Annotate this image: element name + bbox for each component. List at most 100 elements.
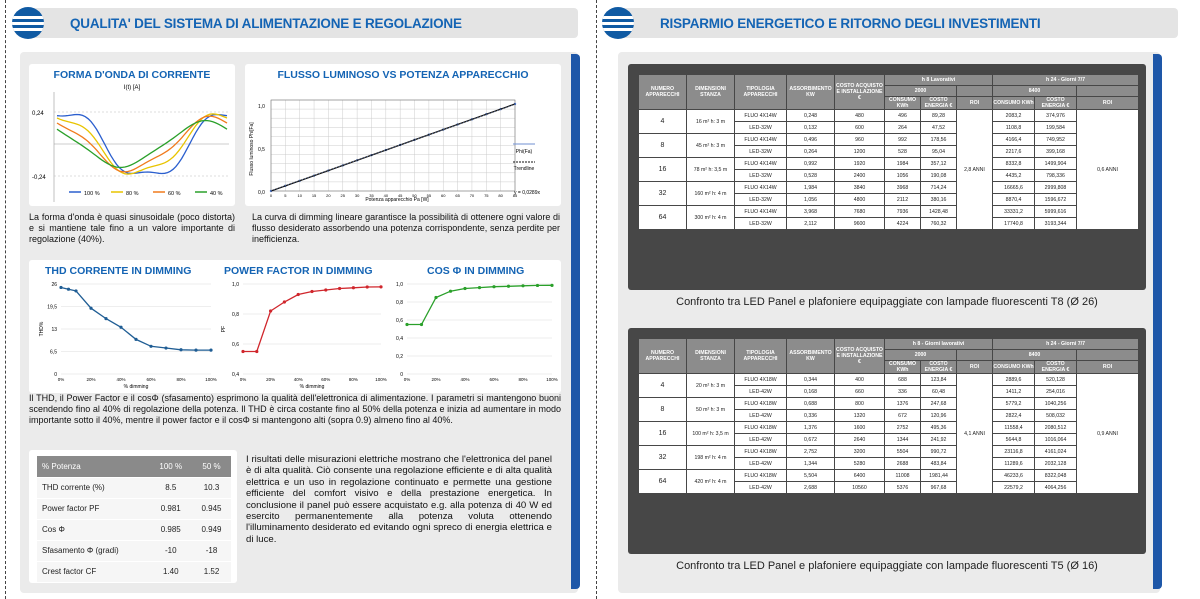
flux-plot-frame bbox=[270, 99, 516, 192]
table-row: LED-42W 0,168 660 336 60,48 1411,2 254,016 bbox=[639, 385, 1139, 398]
dim-point bbox=[434, 295, 438, 300]
header-cell bbox=[1076, 349, 1140, 361]
flux-xtick: 60 bbox=[441, 193, 446, 198]
header-cell: CONSUMO KWh bbox=[992, 360, 1036, 374]
dim-point bbox=[365, 285, 369, 289]
table-cell: 300 m² h: 4 m bbox=[686, 205, 735, 230]
thd-title: THD CORRENTE IN DIMMING bbox=[45, 265, 192, 277]
table-cell: 4161,024 bbox=[1034, 445, 1078, 458]
table-cell: 0.949 bbox=[191, 519, 231, 541]
measure-text: I risultati delle misurazioni elettriche… bbox=[246, 454, 552, 545]
dim-point bbox=[506, 284, 511, 288]
header-cell: NUMERO APPARECCHI bbox=[638, 338, 687, 374]
roi-value: 2,8 ANNI bbox=[956, 109, 993, 230]
roi-value: 0,6 ANNI bbox=[1075, 109, 1140, 230]
table-cell: 520,128 bbox=[1034, 373, 1078, 386]
table-cell: 45 m² h: 3 m bbox=[686, 133, 735, 158]
measure-card: % Potenza 100 % 50 % THD corrente (%) 8.5 10.… bbox=[29, 450, 237, 583]
dim-xlabel: % dimming bbox=[124, 384, 149, 390]
flux-xtick: 35 bbox=[369, 193, 374, 198]
table-cell: 714,24 bbox=[920, 181, 957, 194]
pf-title: POWER FACTOR IN DIMMING bbox=[224, 265, 373, 277]
table-cell: 374,976 bbox=[1034, 109, 1077, 122]
table-cell: 6400 bbox=[834, 469, 885, 482]
table-row: Crest factor CF 1.40 1.52 bbox=[37, 561, 231, 583]
table-row: Cos Φ 0.985 0.949 bbox=[37, 519, 231, 541]
table-cell: Cos Φ bbox=[37, 519, 150, 541]
flux-legend-a: Phi(Fa) bbox=[516, 149, 533, 155]
table-cell: LED-42W bbox=[734, 457, 787, 470]
right-panel: NUMERO APPARECCHI DIMENSIONI STANZA TIPOLO… bbox=[618, 52, 1162, 593]
dim-xtick: 0% bbox=[404, 377, 411, 382]
dim-point bbox=[379, 285, 383, 289]
table-cell: 3,968 bbox=[786, 205, 835, 218]
right-header: RISPARMIO ENERGETICO E RITORNO DEGLI INV… bbox=[602, 7, 1178, 39]
flux-xtick: 50 bbox=[412, 193, 417, 198]
table-cell: 760,32 bbox=[920, 217, 957, 230]
flux-legend-b: Trendline bbox=[514, 166, 535, 172]
dim-xtick: 80% bbox=[518, 377, 527, 382]
flux-xtick: 5 bbox=[284, 193, 287, 198]
dim-point bbox=[310, 289, 314, 294]
header-cell: COSTO ENERGIA € bbox=[920, 96, 957, 110]
table-cell: 2,752 bbox=[786, 445, 835, 458]
waveform-legend-label: 80 % bbox=[126, 191, 139, 197]
dim-xtick: 60% bbox=[321, 377, 330, 382]
table-row: CONSUMO KWh COSTO ENERGIA € ROI CONSUMO KWh… bbox=[639, 360, 1140, 374]
dim-point bbox=[282, 300, 286, 304]
dim-ytick: 0,8 bbox=[232, 312, 239, 318]
table-cell: 1920 bbox=[834, 157, 885, 170]
table-cell: 8 bbox=[638, 133, 687, 158]
header-cell: DIMENSIONI STANZA bbox=[686, 74, 735, 110]
table-row: Sfasamento Φ (gradi) -10 -18 bbox=[37, 540, 231, 562]
table-cell: 508,032 bbox=[1034, 409, 1078, 422]
dim-ytick: 0,6 bbox=[396, 318, 403, 324]
table-cell: 4224 bbox=[884, 217, 921, 230]
waveform-ytop: 0,24 bbox=[32, 111, 44, 117]
table-cell: 120,96 bbox=[920, 409, 957, 422]
waveform-ybottom: -0,24 bbox=[32, 175, 46, 181]
dim-ytick: 0,4 bbox=[396, 336, 403, 342]
header-cell: COSTO ACQUISTO E INSTALLAZIONE € bbox=[834, 338, 885, 374]
table-cell: 1108,8 bbox=[992, 121, 1035, 134]
dim-point bbox=[134, 337, 138, 341]
dim-ytick: 0,6 bbox=[232, 342, 239, 348]
table-cell: LED-32W bbox=[734, 217, 787, 230]
flux-xtick: 20 bbox=[326, 193, 331, 198]
dim-point bbox=[324, 288, 328, 292]
table-row: 8 50 m² h: 3 m FLUO 4X18W 0,688 800 1376 247,6… bbox=[638, 397, 1139, 422]
left-header: QUALITA' DEL SISTEMA DI ALIMENTAZIONE E … bbox=[12, 7, 578, 39]
table-cell: LED-32W bbox=[734, 121, 787, 134]
flux-xtick: 15 bbox=[312, 193, 317, 198]
table-cell: 1428,48 bbox=[920, 205, 957, 218]
table-cell: 60,48 bbox=[920, 385, 957, 398]
dim-xtick: 60% bbox=[489, 377, 498, 382]
table-cell: LED-42W bbox=[734, 481, 787, 494]
table-cell: 100 m² h: 3,5 m bbox=[686, 421, 735, 446]
dim-ytick: 6,5 bbox=[50, 350, 57, 356]
table-cell: 0,496 bbox=[786, 133, 835, 146]
table-cell: 190,08 bbox=[920, 169, 957, 182]
header-cell: ROI bbox=[1075, 96, 1140, 110]
table-cell: % Potenza bbox=[37, 456, 150, 478]
dim-point bbox=[338, 286, 342, 291]
dim-point bbox=[269, 309, 273, 313]
waveform-legend-label: 60 % bbox=[168, 191, 181, 197]
dim-ytick: 13 bbox=[51, 327, 57, 333]
flux-equation: y = 0,0289x bbox=[514, 190, 540, 196]
dim-point bbox=[241, 349, 245, 354]
table-cell: FLUO 4X18W bbox=[734, 469, 787, 482]
table-cell: 336 bbox=[884, 385, 921, 398]
roi-grid-2: NUMERO APPARECCHI DIMENSIONI STANZA TIPOLO… bbox=[638, 338, 1140, 494]
left-page-title: QUALITA' DEL SISTEMA DI ALIMENTAZIONE E … bbox=[70, 16, 462, 31]
flux-xtick: 65 bbox=[455, 193, 460, 198]
flux-ylabel: Flusso luminoso Phi[Fa] bbox=[249, 122, 255, 176]
table-cell: LED-42W bbox=[734, 433, 787, 446]
table-cell: 4 bbox=[638, 109, 687, 134]
dim-xtick: 80% bbox=[349, 377, 358, 382]
table-cell: FLUO 4X14W bbox=[734, 181, 787, 194]
flux-xtick: 30 bbox=[355, 193, 360, 198]
dim-point bbox=[521, 284, 525, 288]
table-row: 4 20 m² h: 3 m FLUO 4X18W 0,344 400 688 123,84… bbox=[638, 373, 1140, 494]
table-cell: 380,16 bbox=[920, 193, 957, 206]
